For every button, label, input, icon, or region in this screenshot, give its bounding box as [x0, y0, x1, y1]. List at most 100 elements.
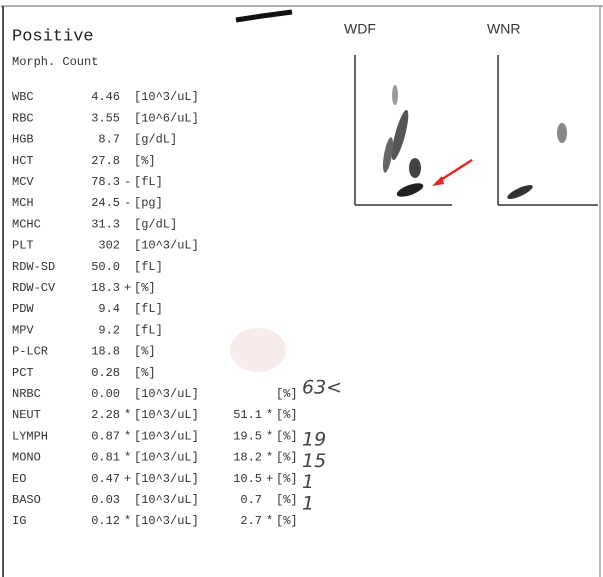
- row-flag: *: [124, 429, 131, 443]
- row-value: 0.81: [91, 451, 120, 465]
- row-value: 0.12: [91, 514, 120, 528]
- row-value: 0.03: [91, 493, 120, 507]
- row-unit: [g/dL]: [134, 217, 177, 231]
- row-value: 9.2: [98, 323, 120, 337]
- cluster: [392, 85, 398, 105]
- row-unit: [10^3/uL]: [134, 387, 199, 401]
- page: Positive Morph. Count WDF WNR WBC 4.46 [10…: [0, 0, 603, 577]
- row-percent-unit: [%]: [276, 493, 298, 507]
- subtitle: Morph. Count: [12, 55, 98, 69]
- row-value: 27.8: [91, 154, 120, 168]
- row-value: 3.55: [91, 111, 120, 125]
- row-percent-flag: *: [266, 429, 273, 443]
- row-percent-flag: *: [266, 408, 273, 422]
- row-unit: [pg]: [134, 196, 163, 210]
- row-unit: [10^3/uL]: [134, 514, 199, 528]
- row-name: MCV: [12, 175, 34, 189]
- cluster: [409, 158, 421, 178]
- row-value: 78.3: [91, 175, 120, 189]
- row-unit: [10^3/uL]: [134, 451, 199, 465]
- row-flag: *: [124, 408, 131, 422]
- row-name: MCH: [12, 196, 34, 210]
- stain: [230, 328, 286, 372]
- row-percent: 0.7: [240, 493, 262, 507]
- row-flag: *: [124, 451, 131, 465]
- handwritten-note: 63<: [302, 376, 342, 398]
- row-percent-unit: [%]: [276, 514, 298, 528]
- row-percent: 18.2: [233, 451, 262, 465]
- row-percent-unit: [%]: [276, 472, 298, 486]
- row-name: MCHC: [12, 217, 41, 231]
- row-percent-flag: *: [266, 451, 273, 465]
- row-value: 4.46: [91, 90, 120, 104]
- row-name: WBC: [12, 90, 34, 104]
- handwritten-note: 15: [302, 450, 326, 472]
- row-unit: [g/dL]: [134, 133, 177, 147]
- row-name: MPV: [12, 323, 34, 337]
- row-name: HCT: [12, 154, 34, 168]
- row-name: BASO: [12, 493, 41, 507]
- row-value: 302: [98, 239, 120, 253]
- handwritten-note: 1: [302, 471, 314, 493]
- row-value: 50.0: [91, 260, 120, 274]
- row-value: 2.28: [91, 408, 120, 422]
- row-percent: 10.5: [233, 472, 262, 486]
- row-percent-unit: [%]: [276, 451, 298, 465]
- row-name: NEUT: [12, 408, 41, 422]
- row-name: IG: [12, 514, 26, 528]
- row-name: P-LCR: [12, 345, 48, 359]
- row-unit: [fL]: [134, 175, 163, 189]
- row-name: PDW: [12, 302, 34, 316]
- row-value: 9.4: [98, 302, 120, 316]
- plot-label: WNR: [487, 21, 520, 37]
- row-flag: *: [124, 514, 131, 528]
- row-name: NRBC: [12, 387, 41, 401]
- row-unit: [10^6/uL]: [134, 111, 199, 125]
- plot-label: WDF: [344, 21, 376, 37]
- row-name: HGB: [12, 133, 34, 147]
- row-name: MONO: [12, 451, 41, 465]
- row-percent-unit: [%]: [276, 429, 298, 443]
- row-value: 8.7: [98, 133, 120, 147]
- row-unit: [10^3/uL]: [134, 429, 199, 443]
- row-value: 0.87: [91, 429, 120, 443]
- row-unit: [fL]: [134, 323, 163, 337]
- row-value: 24.5: [91, 196, 120, 210]
- row-percent-flag: *: [266, 514, 273, 528]
- row-flag: -: [124, 175, 131, 189]
- row-value: 18.8: [91, 345, 120, 359]
- row-flag: +: [124, 472, 131, 486]
- row-name: PCT: [12, 366, 34, 380]
- handwritten-note: 19: [302, 429, 326, 451]
- row-percent-unit: [%]: [276, 387, 298, 401]
- title: Positive: [12, 27, 94, 46]
- cluster: [557, 123, 567, 143]
- row-value: 0.00: [91, 387, 120, 401]
- row-value: 0.47: [91, 472, 120, 486]
- row-unit: [fL]: [134, 260, 163, 274]
- row-unit: [10^3/uL]: [134, 408, 199, 422]
- row-flag: -: [124, 196, 131, 210]
- row-name: EO: [12, 472, 26, 486]
- row-name: LYMPH: [12, 429, 48, 443]
- row-value: 18.3: [91, 281, 120, 295]
- row-value: 0.28: [91, 366, 120, 380]
- row-unit: [10^3/uL]: [134, 472, 199, 486]
- row-name: PLT: [12, 239, 34, 253]
- row-unit: [fL]: [134, 302, 163, 316]
- row-percent: 19.5: [233, 429, 262, 443]
- row-percent: 2.7: [240, 514, 262, 528]
- row-name: RDW-SD: [12, 260, 55, 274]
- row-unit: [%]: [134, 366, 156, 380]
- row-unit: [%]: [134, 345, 156, 359]
- row-unit: [10^3/uL]: [134, 493, 199, 507]
- row-flag: +: [124, 281, 131, 295]
- row-percent: 51.1: [233, 408, 262, 422]
- row-unit: [10^3/uL]: [134, 239, 199, 253]
- row-value: 31.3: [91, 217, 120, 231]
- handwritten-note: 1: [302, 492, 314, 514]
- row-percent-unit: [%]: [276, 408, 298, 422]
- row-name: RBC: [12, 111, 34, 125]
- row-unit: [10^3/uL]: [134, 90, 199, 104]
- row-unit: [%]: [134, 281, 156, 295]
